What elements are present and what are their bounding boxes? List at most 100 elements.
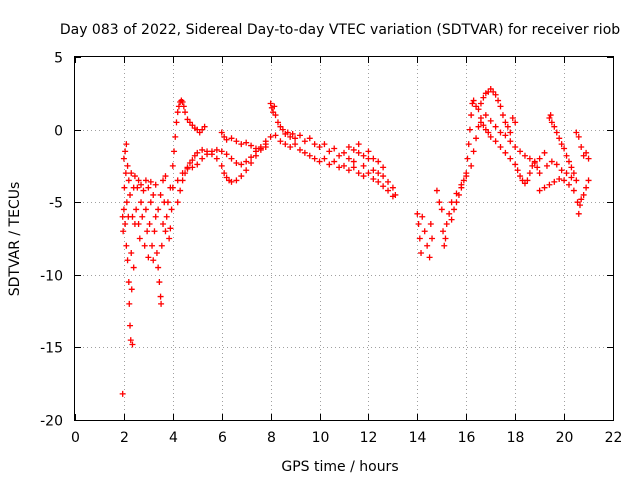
data-point	[233, 177, 240, 184]
x-tick-label: 8	[267, 430, 276, 446]
data-point	[416, 235, 423, 242]
data-point	[218, 129, 225, 136]
data-point	[123, 141, 130, 148]
data-point	[311, 141, 318, 148]
data-point	[127, 191, 134, 198]
data-point	[512, 144, 519, 151]
data-point	[119, 390, 126, 397]
data-point	[168, 206, 175, 213]
data-point	[233, 138, 240, 145]
data-point	[463, 173, 470, 180]
data-points	[119, 85, 592, 397]
data-point	[142, 177, 149, 184]
data-point	[492, 138, 499, 145]
x-tick-label: 18	[507, 430, 525, 446]
data-point	[573, 129, 580, 136]
data-point	[146, 220, 153, 227]
data-point	[228, 178, 235, 185]
data-point	[365, 170, 372, 177]
data-point	[578, 144, 585, 151]
data-point	[442, 235, 449, 242]
data-point	[341, 162, 347, 169]
data-point	[345, 167, 352, 174]
data-point	[345, 144, 352, 151]
y-axis-label: SDTVAR / TECUs	[7, 182, 23, 297]
data-point	[194, 161, 201, 168]
data-point	[228, 155, 235, 162]
x-tick-label: 12	[360, 430, 378, 446]
data-point	[128, 286, 135, 293]
data-point	[243, 167, 250, 174]
x-tick-label: 10	[312, 430, 330, 446]
data-point	[271, 103, 278, 110]
data-point	[575, 133, 582, 140]
data-point	[162, 173, 169, 180]
data-point	[131, 173, 138, 180]
data-point	[326, 161, 333, 168]
data-point	[311, 155, 318, 162]
y-tick-label: -20	[40, 414, 63, 430]
data-point	[509, 114, 516, 121]
data-point	[375, 170, 382, 177]
data-point	[568, 164, 575, 171]
data-point	[150, 257, 157, 264]
data-point	[534, 164, 541, 171]
data-point	[134, 184, 141, 191]
data-point	[262, 144, 269, 151]
data-point	[274, 119, 281, 126]
data-point	[360, 173, 367, 180]
data-point	[477, 100, 484, 107]
data-point	[157, 191, 164, 198]
data-point	[257, 146, 264, 153]
data-point	[316, 158, 323, 165]
data-point	[380, 183, 387, 190]
data-point	[565, 158, 572, 165]
data-point	[267, 100, 274, 107]
data-point	[140, 187, 147, 194]
data-point	[179, 170, 186, 177]
data-point	[568, 174, 575, 181]
data-point	[446, 210, 453, 217]
data-point	[502, 149, 509, 156]
data-point	[129, 341, 136, 348]
data-point	[480, 94, 487, 101]
data-point	[433, 187, 440, 194]
data-point	[248, 154, 255, 161]
data-point	[321, 141, 328, 148]
data-point	[468, 112, 475, 119]
data-point	[145, 254, 152, 261]
data-point	[177, 187, 184, 194]
data-point	[284, 129, 291, 136]
data-point	[575, 210, 582, 217]
data-point	[122, 148, 129, 155]
data-point	[326, 148, 333, 155]
data-point	[171, 148, 178, 155]
data-point	[485, 129, 492, 136]
data-point	[448, 216, 455, 223]
data-point	[370, 175, 377, 182]
data-point	[561, 145, 568, 152]
data-point	[119, 213, 126, 220]
data-point	[128, 170, 135, 177]
data-point	[336, 164, 343, 171]
data-point	[135, 177, 142, 184]
data-point	[123, 242, 130, 249]
data-point	[179, 99, 186, 106]
data-point	[122, 170, 129, 177]
x-tick-label: 16	[458, 430, 476, 446]
data-point	[287, 144, 294, 151]
data-point	[144, 228, 151, 235]
x-tick-label: 14	[409, 430, 427, 446]
data-point	[448, 199, 455, 206]
data-point	[139, 213, 146, 220]
y-tick-label: 0	[54, 124, 63, 140]
data-point	[504, 123, 511, 130]
data-point	[248, 142, 255, 149]
data-point	[524, 177, 531, 184]
data-point	[482, 112, 489, 119]
data-point	[306, 152, 313, 159]
data-point	[289, 130, 296, 137]
data-point	[541, 149, 548, 156]
data-point	[585, 177, 592, 184]
data-point	[556, 175, 563, 182]
